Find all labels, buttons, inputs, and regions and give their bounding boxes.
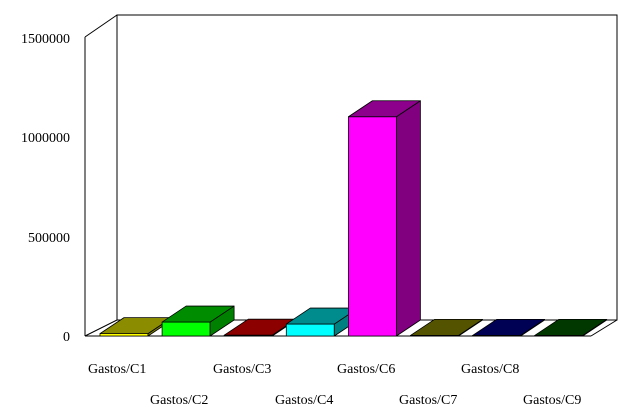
- bottom-front-edge: [84, 319, 118, 337]
- x-tick-label: Gastos/C7: [399, 393, 457, 407]
- y-tick-label: 0: [63, 330, 70, 345]
- bar-top: [472, 318, 545, 336]
- top-depth-edge: [84, 14, 118, 38]
- y-tick-label: 1500000: [21, 32, 70, 47]
- bar-top: [534, 318, 608, 336]
- y-tick-label: 500000: [28, 231, 70, 246]
- x-tick-label: Gastos/C8: [461, 362, 519, 377]
- x-tick-label: Gastos/C6: [337, 362, 395, 377]
- x-tick-label: Gastos/C1: [88, 362, 146, 377]
- bar: [472, 318, 545, 337]
- bar-front: [285, 323, 335, 337]
- x-tick-label: Gastos/C9: [523, 393, 581, 407]
- bar: [99, 317, 173, 337]
- bar: [347, 100, 421, 337]
- bar-top: [347, 100, 421, 118]
- x-tick-label: Gastos/C4: [275, 393, 333, 407]
- bar-front: [161, 321, 211, 337]
- y-axis: 0 500000 1000000 1500000: [21, 32, 70, 345]
- y-tick-label: 1000000: [21, 131, 70, 146]
- bar-top: [410, 318, 483, 336]
- bar-front: [347, 116, 397, 337]
- bar: [223, 318, 297, 337]
- bar: [410, 318, 483, 337]
- bar: [534, 318, 608, 337]
- x-tick-label: Gastos/C2: [150, 393, 208, 407]
- x-tick-label: Gastos/C3: [213, 362, 271, 377]
- bar: [285, 307, 359, 337]
- bar: [161, 305, 235, 337]
- bar-top: [161, 305, 235, 323]
- floor-right-edge: [590, 319, 618, 337]
- bars: [99, 100, 608, 337]
- bar-side: [395, 100, 421, 337]
- x-axis: Gastos/C1 Gastos/C2 Gastos/C3 Gastos/C4 …: [88, 362, 581, 407]
